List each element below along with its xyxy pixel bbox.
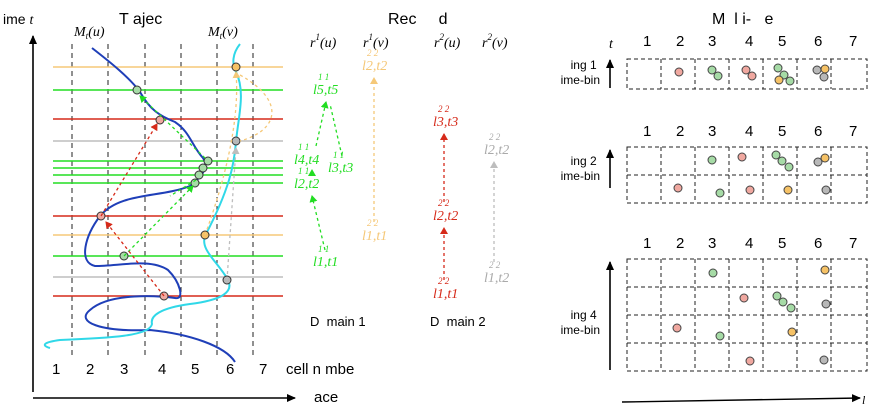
domain2-records: l3,t3 2 2 l2,t2 2 2 l1,t1 2 2 l2,t2 2 2 … bbox=[433, 104, 509, 302]
grid2-dots bbox=[673, 150, 831, 198]
svg-text:7: 7 bbox=[849, 33, 857, 50]
svg-text:6: 6 bbox=[814, 123, 822, 140]
tick-label: 7 bbox=[259, 361, 267, 378]
svg-text:1: 1 bbox=[643, 33, 651, 50]
grid-4 bbox=[626, 258, 868, 372]
grid1-dots bbox=[674, 63, 830, 86]
svg-text:7: 7 bbox=[849, 235, 857, 252]
column-numbers-row-3: 1 2 3 4 5 6 7 bbox=[643, 235, 857, 252]
record-column-headers: r1(u) r1(v) r2(u) r2(v) bbox=[310, 32, 508, 51]
svg-text:2 2: 2 2 bbox=[489, 260, 501, 270]
point-l4t4: l4,t4 bbox=[294, 153, 319, 168]
grid-2 bbox=[626, 146, 868, 204]
svg-text:1 1: 1 1 bbox=[333, 150, 344, 160]
tick-label: 1 bbox=[52, 361, 60, 378]
domain1-label: D main 1 bbox=[310, 314, 366, 329]
multi-timebin-panel: M l i- e t 1 2 3 4 5 6 7 1 2 3 4 5 6 7 1… bbox=[561, 11, 868, 407]
records-panel: Rec d r1(u) r1(v) r2(u) r2(v) l5,t5 1 1 … bbox=[294, 11, 509, 329]
svg-text:4: 4 bbox=[745, 33, 753, 50]
svg-text:1 1: 1 1 bbox=[298, 166, 309, 176]
t-label: t bbox=[609, 37, 614, 52]
svg-text:5: 5 bbox=[778, 235, 786, 252]
svg-text:5: 5 bbox=[778, 33, 786, 50]
svg-text:2 2: 2 2 bbox=[438, 276, 450, 286]
point-g-top: l2,t2 bbox=[484, 143, 509, 158]
svg-text:2: 2 bbox=[676, 33, 684, 50]
right-bottom-axis bbox=[621, 394, 861, 403]
point-g-bottom: l1,t2 bbox=[484, 271, 509, 286]
point-l1t1: l1,t1 bbox=[313, 255, 338, 270]
tick-label: 2 bbox=[86, 361, 94, 378]
grid-1 bbox=[626, 58, 868, 90]
column-header-r2v: r2(v) bbox=[482, 32, 508, 51]
grid4-label: ing 4 ime-bin bbox=[561, 308, 600, 337]
transition-arrows bbox=[100, 71, 273, 297]
column-numbers-row-2: 1 2 3 4 5 6 7 bbox=[643, 123, 857, 140]
point-r-bottom: l1,t1 bbox=[433, 287, 458, 302]
point-l2t2: l2,t2 bbox=[294, 177, 319, 192]
tick-label: 5 bbox=[191, 361, 199, 378]
domain1-records: l5,t5 1 1 l4,t4 1 1 l3,t3 1 1 l2,t2 1 1 … bbox=[294, 48, 387, 270]
svg-text:1 1: 1 1 bbox=[318, 244, 329, 254]
svg-text:5: 5 bbox=[778, 123, 786, 140]
svg-text:2: 2 bbox=[676, 123, 684, 140]
grid2-label: ing 2 ime-bin bbox=[561, 154, 600, 183]
grid4-dots bbox=[672, 265, 831, 366]
curve-u-label: Mt(u) bbox=[73, 25, 105, 41]
svg-text:7: 7 bbox=[849, 123, 857, 140]
time-axis-label: ime t bbox=[3, 11, 34, 28]
tick-label: 6 bbox=[226, 361, 234, 378]
svg-text:3: 3 bbox=[708, 33, 716, 50]
svg-text:2 2: 2 2 bbox=[438, 198, 450, 208]
column-header-r1v: r1(v) bbox=[363, 32, 389, 51]
svg-text:4: 4 bbox=[745, 123, 753, 140]
svg-text:6: 6 bbox=[814, 235, 822, 252]
records-title: Rec d bbox=[388, 11, 448, 28]
domain2-label: D main 2 bbox=[430, 314, 486, 329]
svg-text:2 2: 2 2 bbox=[489, 132, 501, 142]
svg-text:6: 6 bbox=[814, 33, 822, 50]
tick-label: 3 bbox=[120, 361, 128, 378]
point-r-top: l3,t3 bbox=[433, 115, 458, 130]
svg-text:2: 2 bbox=[676, 235, 684, 252]
svg-text:1: 1 bbox=[643, 123, 651, 140]
svg-text:1 1: 1 1 bbox=[318, 72, 329, 82]
svg-text:3: 3 bbox=[708, 123, 716, 140]
point-v-bottom: l1,t1 bbox=[362, 229, 387, 244]
multi-title: M l i- e bbox=[712, 11, 773, 28]
svg-text:2 2: 2 2 bbox=[367, 218, 379, 228]
point-v-top: l2,t2 bbox=[362, 59, 387, 74]
column-numbers-row-1: 1 2 3 4 5 6 7 bbox=[643, 33, 857, 50]
right-axis-end-label: l bbox=[862, 393, 866, 407]
column-header-r2u: r2(u) bbox=[434, 32, 461, 51]
point-r-mid: l2,t2 bbox=[433, 209, 458, 224]
point-l3t3: l3,t3 bbox=[328, 161, 353, 176]
curve-v-label: Mt(v) bbox=[207, 25, 238, 41]
grid1-label: ing 1 ime-bin bbox=[561, 58, 600, 87]
svg-text:3: 3 bbox=[708, 235, 716, 252]
column-header-r1u: r1(u) bbox=[310, 32, 337, 51]
point-l5t5: l5,t5 bbox=[313, 83, 338, 98]
trajectory-title: T ajec bbox=[119, 11, 162, 28]
svg-text:1: 1 bbox=[643, 235, 651, 252]
svg-text:4: 4 bbox=[745, 235, 753, 252]
cell-number-ticks: 1 2 3 4 5 6 7 bbox=[52, 361, 267, 378]
tick-label: 4 bbox=[158, 361, 166, 378]
svg-text:1 1: 1 1 bbox=[298, 142, 309, 152]
time-lines bbox=[53, 66, 283, 297]
trajectory-u bbox=[84, 47, 236, 363]
trajectory-panel: ime t T ajec bbox=[3, 11, 354, 406]
space-axis-label: ace bbox=[314, 389, 338, 406]
svg-text:2 2: 2 2 bbox=[367, 48, 379, 58]
trajectory-points bbox=[96, 62, 241, 301]
svg-text:2 2: 2 2 bbox=[438, 104, 450, 114]
cell-number-caption: cell n mbe bbox=[286, 361, 354, 378]
